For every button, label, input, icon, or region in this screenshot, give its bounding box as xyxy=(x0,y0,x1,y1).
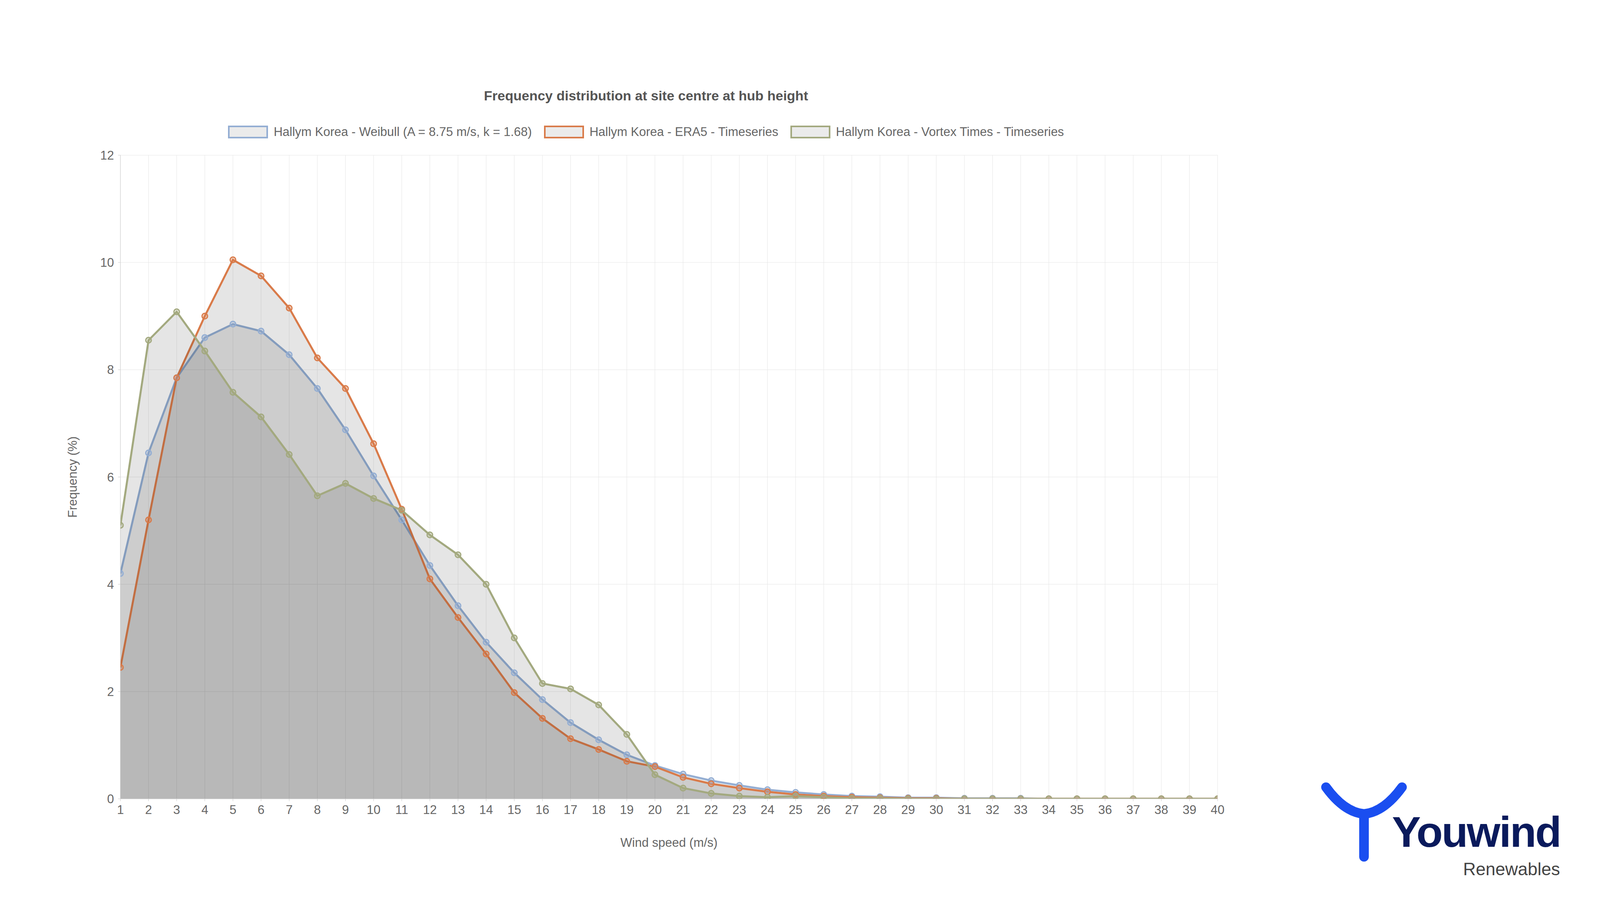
svg-text:10: 10 xyxy=(366,802,381,817)
svg-text:31: 31 xyxy=(957,802,972,817)
svg-text:6: 6 xyxy=(107,470,114,485)
svg-text:22: 22 xyxy=(704,802,718,817)
svg-text:2: 2 xyxy=(107,684,114,699)
html-text:Frequency distribution at site: Frequency distribution at site centre at… xyxy=(483,88,809,104)
svg-text:26: 26 xyxy=(816,802,831,817)
svg-text:40: 40 xyxy=(1210,802,1225,817)
svg-text:4: 4 xyxy=(201,802,208,817)
svg-text:14: 14 xyxy=(479,802,493,817)
html-text:Hallym Korea - Weibull (A = 8.: Hallym Korea - Weibull (A = 8.75 m/s, k … xyxy=(273,124,532,139)
html-text:Youwind: Youwind xyxy=(1392,807,1561,856)
svg-text:19: 19 xyxy=(620,802,634,817)
svg-text:37: 37 xyxy=(1126,802,1140,817)
svg-text:10: 10 xyxy=(100,255,114,270)
html-text:Hallym Korea - Vortex Times -: Hallym Korea - Vortex Times - Timeseries xyxy=(835,124,1064,139)
svg-text:1: 1 xyxy=(116,802,124,817)
svg-text:27: 27 xyxy=(844,802,859,817)
svg-text:15: 15 xyxy=(507,802,521,817)
svg-text:30: 30 xyxy=(929,802,943,817)
svg-text:20: 20 xyxy=(648,802,662,817)
svg-text:9: 9 xyxy=(342,802,349,817)
svg-text:12: 12 xyxy=(422,802,437,817)
svg-text:6: 6 xyxy=(257,802,265,817)
svg-text:3: 3 xyxy=(173,802,180,817)
svg-text:16: 16 xyxy=(535,802,550,817)
svg-text:13: 13 xyxy=(451,802,465,817)
svg-text:0: 0 xyxy=(107,792,114,806)
svg-text:24: 24 xyxy=(760,802,774,817)
svg-text:36: 36 xyxy=(1098,802,1112,817)
svg-text:4: 4 xyxy=(107,577,114,592)
svg-text:8: 8 xyxy=(107,362,114,377)
svg-text:35: 35 xyxy=(1070,802,1084,817)
svg-text:11: 11 xyxy=(395,802,408,817)
svg-text:Frequency (%): Frequency (%) xyxy=(65,436,80,518)
svg-text:28: 28 xyxy=(873,802,887,817)
svg-text:39: 39 xyxy=(1182,802,1196,817)
svg-text:23: 23 xyxy=(732,802,746,817)
svg-text:17: 17 xyxy=(563,802,578,817)
svg-text:34: 34 xyxy=(1042,802,1056,817)
svg-text:38: 38 xyxy=(1154,802,1168,817)
svg-text:29: 29 xyxy=(901,802,915,817)
html-text:Renewables: Renewables xyxy=(1463,859,1560,879)
svg-text:12: 12 xyxy=(100,148,114,163)
svg-text:33: 33 xyxy=(1013,802,1028,817)
svg-text:7: 7 xyxy=(285,802,293,817)
svg-text:8: 8 xyxy=(314,802,321,817)
svg-text:21: 21 xyxy=(676,802,690,817)
svg-text:25: 25 xyxy=(788,802,803,817)
svg-text:Wind speed (m/s): Wind speed (m/s) xyxy=(620,835,718,850)
svg-text:2: 2 xyxy=(145,802,152,817)
svg-text:32: 32 xyxy=(985,802,1000,817)
svg-text:5: 5 xyxy=(229,802,237,817)
svg-text:18: 18 xyxy=(591,802,606,817)
html-text:Hallym Korea - ERA5 - Timeseri: Hallym Korea - ERA5 - Timeseries xyxy=(589,124,779,139)
